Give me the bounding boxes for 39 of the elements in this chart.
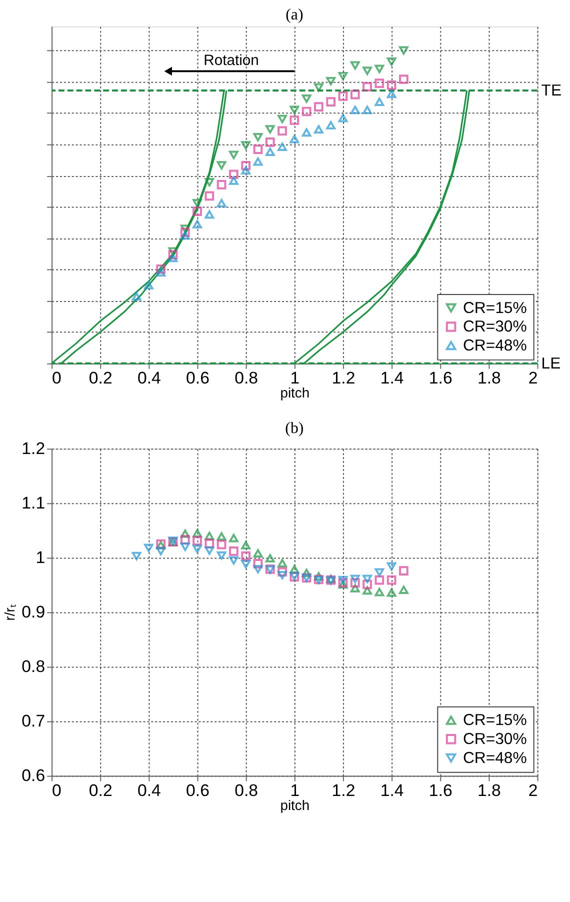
x-tick-label: 2 xyxy=(528,781,538,800)
legend-label: CR=48% xyxy=(462,750,527,767)
y-tick-label: 0.8 xyxy=(22,657,46,676)
y-axis-title: r/rₜ xyxy=(2,604,18,621)
x-tick-label: 1.8 xyxy=(478,368,501,388)
x-tick-label: 0.8 xyxy=(234,368,258,388)
y-tick-label: 0.9 xyxy=(22,602,46,622)
x-tick-label: 0.8 xyxy=(234,781,258,800)
x-tick-label: 1.2 xyxy=(332,781,356,800)
x-tick-label: 0.6 xyxy=(186,368,210,388)
chart-title: (b) xyxy=(285,420,304,437)
y-tick-label: 0.6 xyxy=(22,766,46,786)
x-tick-label: 0.4 xyxy=(137,368,161,388)
y-tick-label: 1.2 xyxy=(22,439,46,458)
x-tick-label: 1.6 xyxy=(428,368,452,388)
legend-label: CR=15% xyxy=(462,712,527,730)
x-tick-label: 0.2 xyxy=(88,368,112,388)
x-tick-label: 2 xyxy=(528,368,538,388)
legend-label: CR=15% xyxy=(462,300,527,317)
x-tick-label: 1.4 xyxy=(380,368,404,388)
legend-label: CR=30% xyxy=(462,318,527,336)
x-tick-label: 0.2 xyxy=(88,781,112,800)
x-tick-label: 1.2 xyxy=(332,368,356,388)
ref-line-label: TE xyxy=(541,82,562,100)
x-tick-label: 1.8 xyxy=(478,781,501,800)
y-tick-label: 1 xyxy=(36,548,46,568)
x-tick-label: 1.4 xyxy=(380,781,404,800)
ref-line-label: LE xyxy=(541,355,561,372)
y-tick-label: 0.7 xyxy=(22,712,46,731)
x-tick-label: 0.4 xyxy=(137,781,161,800)
legend-label: CR=48% xyxy=(462,338,527,355)
x-tick-label: 0.6 xyxy=(186,781,210,800)
y-tick-label: 1.1 xyxy=(22,494,46,513)
annotation: Rotation xyxy=(204,53,259,70)
x-tick-label: 1.6 xyxy=(428,781,452,800)
legend-label: CR=30% xyxy=(462,731,527,748)
x-tick-label: 0 xyxy=(52,368,62,388)
x-tick-label: 0 xyxy=(52,781,62,800)
chart-title: (a) xyxy=(286,6,304,24)
